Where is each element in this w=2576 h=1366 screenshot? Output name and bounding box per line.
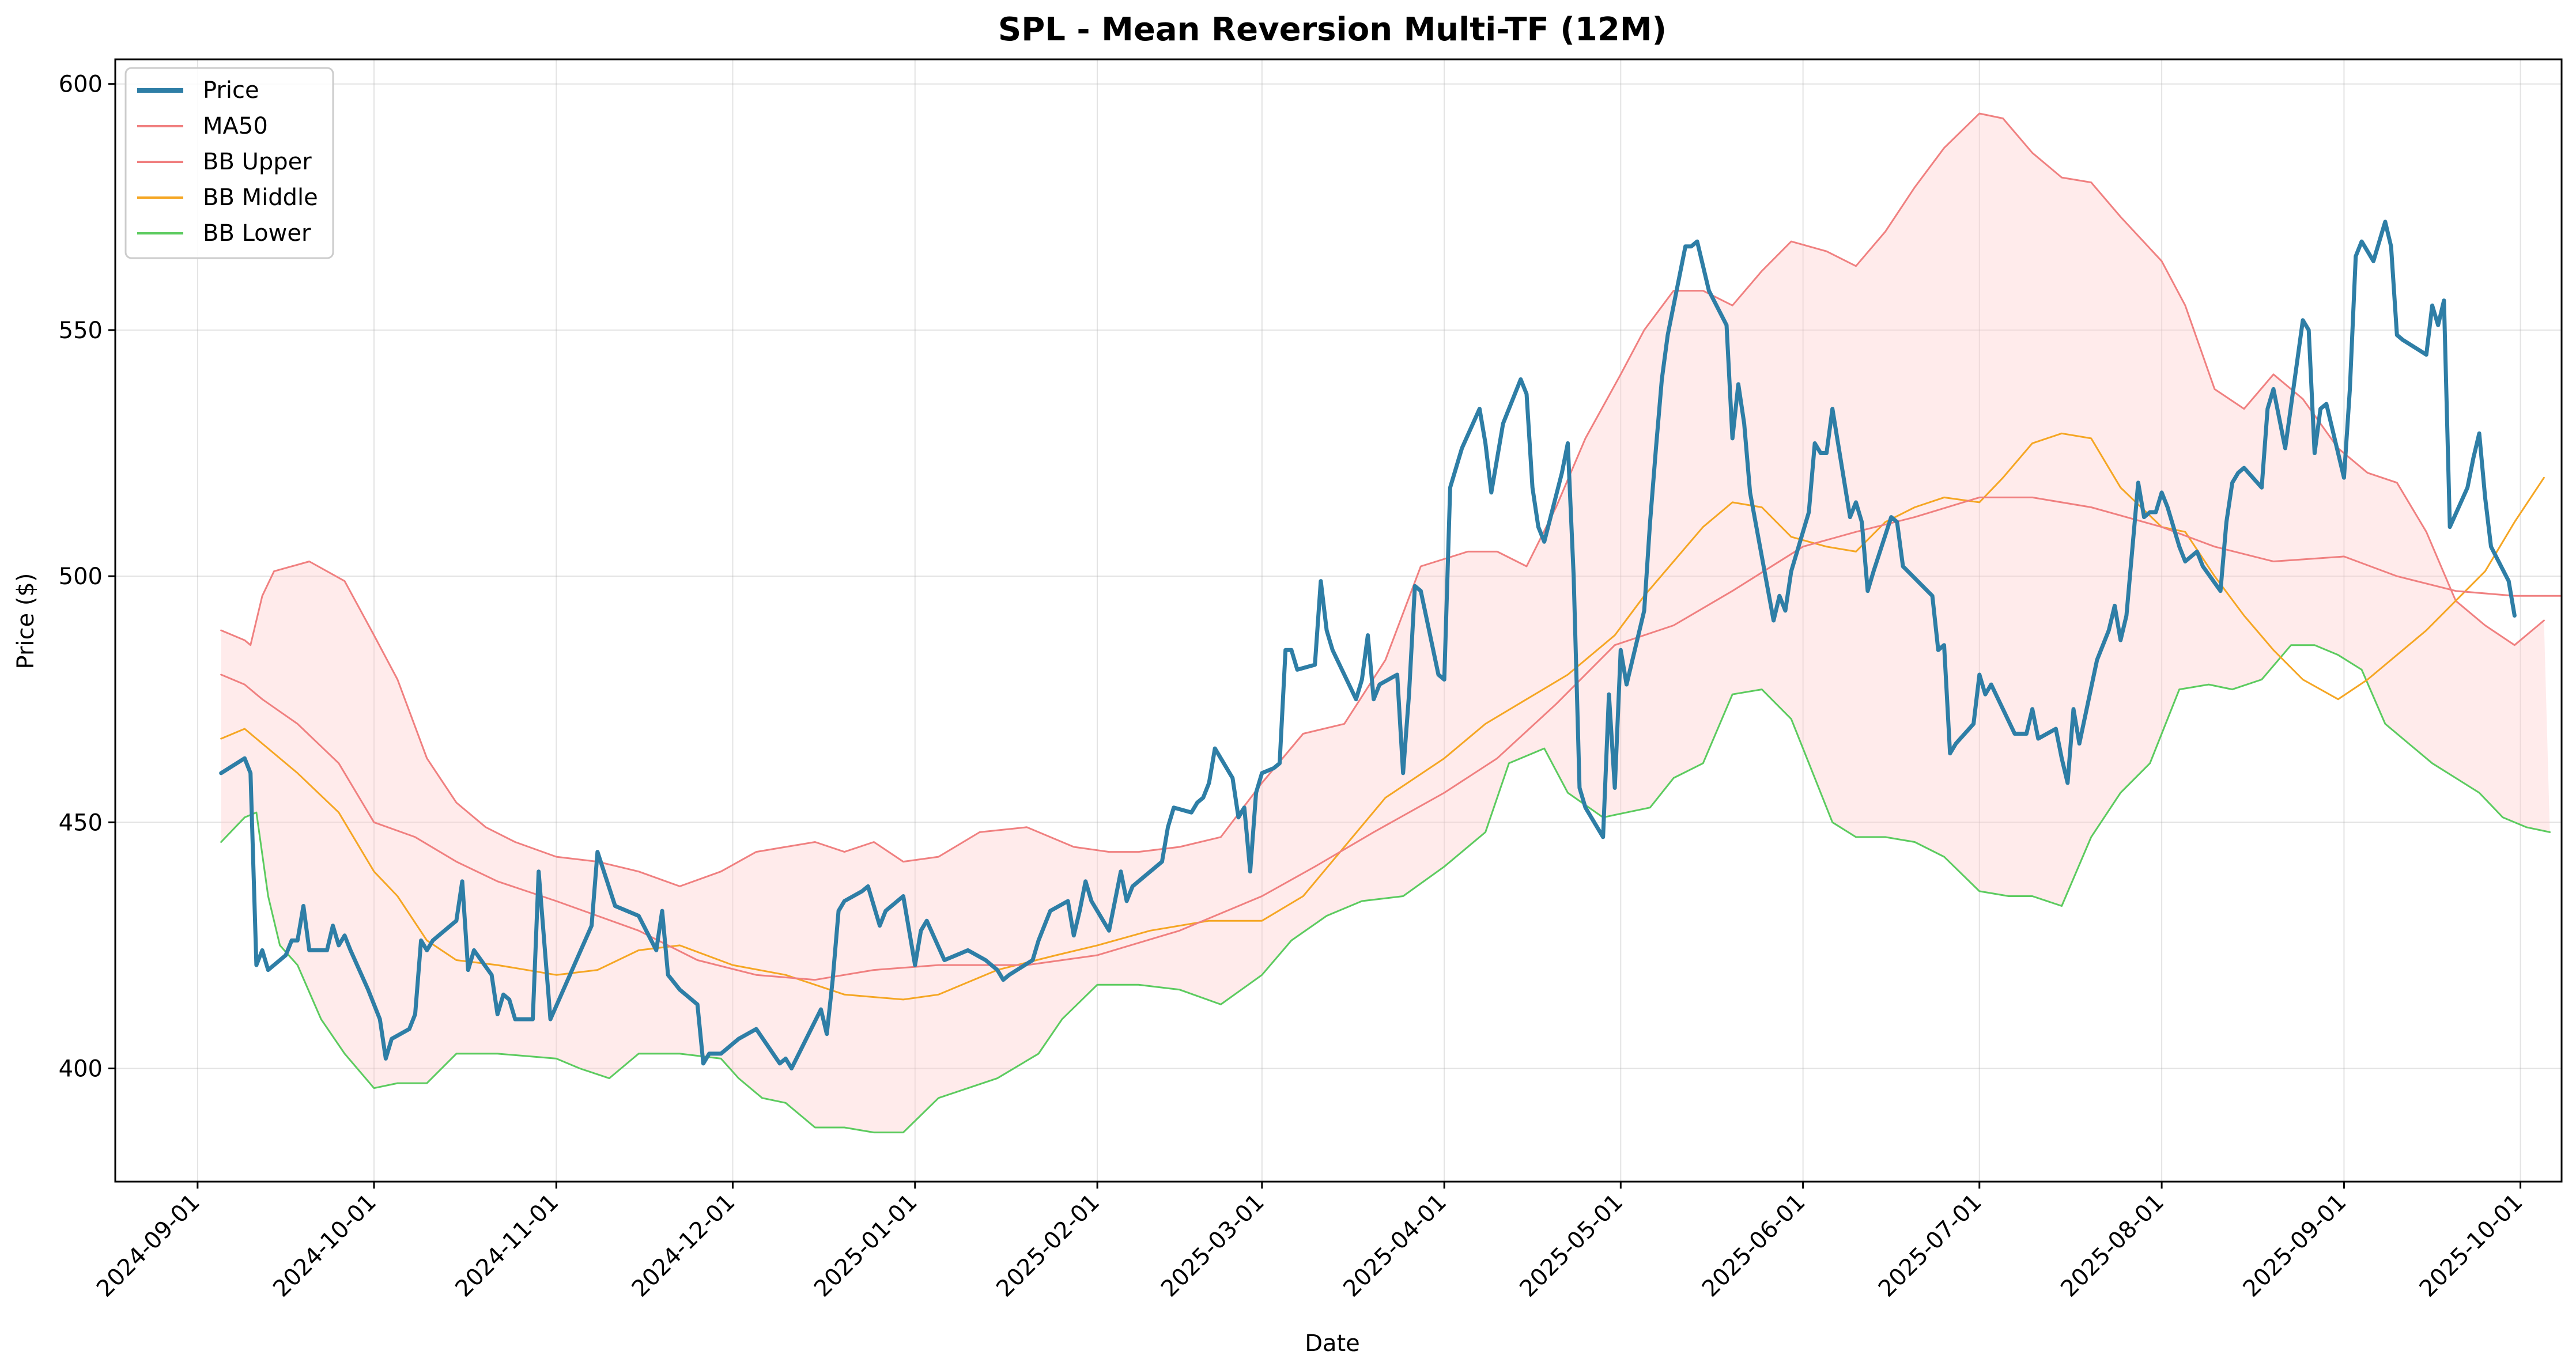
y-tick-label: 400	[59, 1055, 103, 1082]
series-line-price	[219, 220, 2517, 1070]
legend-ma50-label: MA50	[203, 113, 268, 139]
legend-bb-lower-label: BB Lower	[203, 220, 311, 247]
y-tick-label: 450	[59, 809, 103, 836]
y-tick-label: 550	[59, 317, 103, 344]
y-tick-label: 500	[59, 563, 103, 590]
bollinger-band-area	[221, 113, 2550, 1133]
x-axis-label: Date	[1305, 1330, 1360, 1357]
legend-bb-upper-label: BB Upper	[203, 149, 312, 175]
grid-lines	[115, 59, 2562, 1182]
chart-title: SPL - Mean Reversion Multi-TF (12M)	[998, 11, 1667, 48]
series-line-bb-middle	[220, 432, 2545, 1001]
legend-bb-middle-label: BB Middle	[203, 184, 318, 211]
series-lines	[219, 112, 2563, 1134]
bollinger-band-fill	[221, 113, 2550, 1133]
y-axis-label: Price ($)	[13, 573, 39, 669]
legend-price-label: Price	[203, 77, 259, 104]
y-axis: 400 450 500 550 600	[59, 71, 115, 1082]
series-line-ma50	[220, 496, 2563, 981]
legend: Price MA50 BB Upper BB Middle BB Lower	[124, 67, 334, 259]
series-line-bb-upper	[220, 112, 2545, 887]
legend-box	[124, 67, 334, 259]
y-tick-label: 600	[59, 71, 103, 98]
plot-frame	[114, 58, 2563, 1183]
series-line-bb-lower	[220, 644, 2551, 1134]
